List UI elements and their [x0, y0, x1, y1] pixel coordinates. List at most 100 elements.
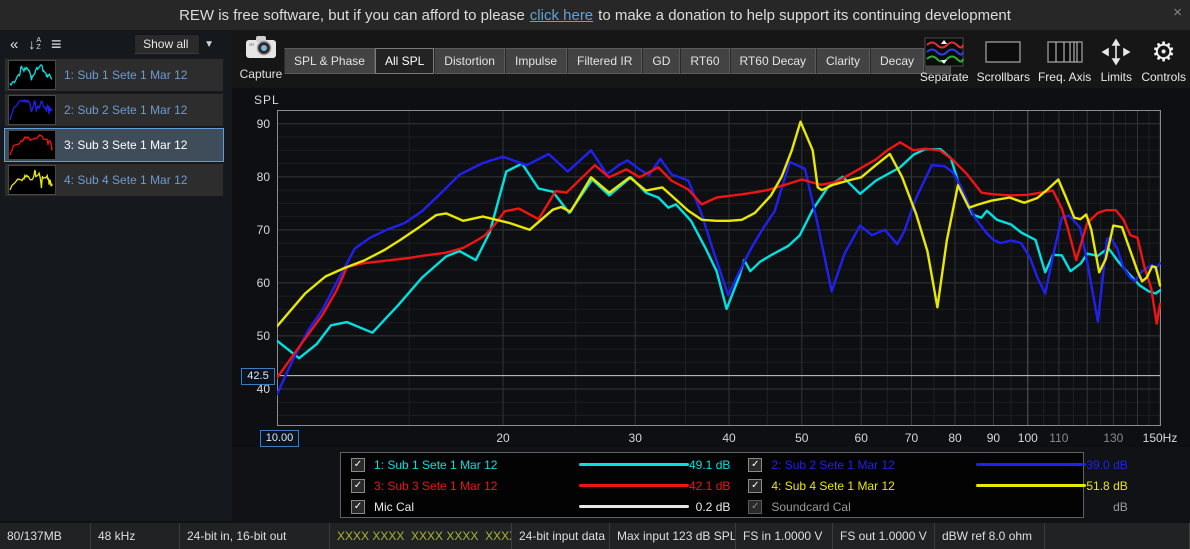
- tab-spl-phase[interactable]: SPL & Phase: [284, 48, 375, 74]
- legend-label: Soundcard Cal: [771, 499, 851, 514]
- capture-button[interactable]: Capture: [234, 34, 288, 81]
- scrollbars-icon: [984, 36, 1022, 68]
- measurement-filter: Show all ▼: [134, 34, 218, 54]
- spl-plot-svg: [277, 110, 1162, 426]
- status-segment: XXXX XXXX XXXX XXXX XXXX XXXX 0000 0000: [330, 523, 512, 549]
- graph-tools: Separate Scrollbars Freq. Axis Limits ⚙ Contr…: [920, 36, 1186, 84]
- y-tick-label: 40: [256, 381, 270, 396]
- y-tick-label: 50: [256, 328, 270, 343]
- level-cursor-value[interactable]: 42.5: [241, 367, 275, 385]
- legend-checkbox[interactable]: ✓: [748, 457, 763, 472]
- limits-arrows-icon: [1099, 36, 1133, 68]
- legend-row: ✓ 3: Sub 3 Sete 1 Mar 12 42.1 dB: [341, 478, 738, 493]
- legend-checkbox[interactable]: ✓: [351, 457, 365, 472]
- legend-checkbox[interactable]: ✓: [748, 499, 763, 514]
- menu-icon[interactable]: ≡: [51, 34, 62, 54]
- measurement-item-2[interactable]: 2: Sub 2 Sete 1 Mar 12: [4, 93, 224, 127]
- freq-axis-button[interactable]: Freq. Axis: [1038, 36, 1091, 84]
- limits-button[interactable]: Limits: [1099, 36, 1133, 84]
- y-tick-label: 80: [256, 169, 270, 184]
- legend-line-sample: [976, 484, 1087, 487]
- x-tick-label: 60: [854, 431, 868, 445]
- legend-line-sample: [579, 505, 689, 508]
- status-segment: FS in 1.0000 V: [736, 523, 833, 549]
- measurement-item-4[interactable]: 4: Sub 4 Sete 1 Mar 12: [4, 163, 224, 197]
- legend-checkbox[interactable]: ✓: [748, 478, 763, 493]
- measurement-item-1[interactable]: 1: Sub 1 Sete 1 Mar 12: [4, 58, 224, 92]
- legend-value: 51.8 dB: [1086, 478, 1128, 493]
- banner-text-after: to make a donation to help support its c…: [598, 6, 1011, 24]
- freq-axis-icon: [1046, 36, 1084, 68]
- status-bits: XXXX XXXX XXXX XXXX XXXX XXXX: [337, 529, 511, 543]
- tab-distortion[interactable]: Distortion: [434, 48, 505, 74]
- tab-gd[interactable]: GD: [642, 48, 681, 74]
- tab-all-spl[interactable]: All SPL: [374, 48, 435, 74]
- legend-checkbox[interactable]: ✓: [351, 478, 365, 493]
- status-segment: 24-bit in, 16-bit out: [180, 523, 330, 549]
- plot-area[interactable]: [277, 110, 1162, 427]
- chart-legend: ✓ 1: Sub 1 Sete 1 Mar 12 49.1 dB ✓ 2: Sub 2 …: [340, 452, 1128, 518]
- legend-row: ✓ 4: Sub 4 Sete 1 Mar 12 51.8 dB: [738, 478, 1135, 493]
- scrollbars-button[interactable]: Scrollbars: [977, 36, 1030, 84]
- tool-label: Controls: [1141, 70, 1186, 84]
- legend-value: 49.1 dB: [689, 457, 731, 472]
- legend-row: ✓ Mic Cal 0.2 dB: [341, 499, 738, 514]
- filter-select[interactable]: Show all: [134, 34, 201, 54]
- tab-impulse[interactable]: Impulse: [504, 48, 568, 74]
- banner-close-icon[interactable]: ×: [1173, 4, 1182, 21]
- status-segment: 48 kHz: [91, 523, 180, 549]
- x-tick-label: 80: [948, 431, 962, 445]
- measurement-thumbnail: [8, 130, 56, 160]
- status-segment: FS out 1.0000 V: [833, 523, 935, 549]
- status-segment: [1045, 523, 1190, 549]
- measurement-list: 1: Sub 1 Sete 1 Mar 12 2: Sub 2 Sete 1 Ma…: [4, 58, 224, 198]
- tab-rt60[interactable]: RT60: [680, 48, 730, 74]
- x-tick-label: 110: [1049, 431, 1069, 445]
- legend-checkbox[interactable]: ✓: [351, 499, 365, 514]
- x-tick-label: 90: [986, 431, 1001, 445]
- y-axis-title: SPL: [254, 93, 280, 107]
- sort-arrow: ↓: [28, 36, 36, 52]
- measurement-label: 2: Sub 2 Sete 1 Mar 12: [64, 103, 188, 117]
- donation-link[interactable]: click here: [529, 6, 594, 24]
- legend-line-sample: [579, 484, 689, 487]
- collapse-panel-icon[interactable]: «: [10, 35, 19, 53]
- tool-label: Scrollbars: [976, 70, 1030, 84]
- x-tick-label: 130: [1103, 431, 1124, 445]
- legend-row: ✓ 1: Sub 1 Sete 1 Mar 12 49.1 dB: [341, 457, 738, 472]
- gear-icon: ⚙: [1151, 37, 1176, 67]
- legend-label: 4: Sub 4 Sete 1 Mar 12: [771, 478, 895, 493]
- freq-cursor-value[interactable]: 10.00: [260, 430, 299, 447]
- legend-label: 3: Sub 3 Sete 1 Mar 12: [374, 478, 498, 493]
- measurement-label: 4: Sub 4 Sete 1 Mar 12: [64, 173, 188, 187]
- legend-value: 0.2 dB: [695, 499, 731, 514]
- separate-button[interactable]: Separate: [920, 36, 969, 84]
- tab-filtered-ir[interactable]: Filtered IR: [567, 48, 643, 74]
- tool-label: Freq. Axis: [1037, 70, 1092, 84]
- status-segment: 80/137MB: [0, 523, 91, 549]
- controls-button[interactable]: ⚙ Controls: [1141, 36, 1186, 84]
- x-tick-label: 50: [795, 431, 809, 445]
- y-tick-label: 90: [256, 116, 270, 131]
- tab-rt60-decay[interactable]: RT60 Decay: [729, 48, 816, 74]
- tab-decay[interactable]: Decay: [870, 48, 925, 74]
- spl-chart: SPL 40 50 60 70 80 90 20 30 40 50 60 70 80 90 100 110 13…: [232, 88, 1190, 447]
- tab-clarity[interactable]: Clarity: [816, 48, 871, 74]
- status-segment: 24-bit input data: [512, 523, 610, 549]
- y-tick-label: 60: [256, 275, 270, 290]
- measurement-item-3[interactable]: 3: Sub 3 Sete 1 Mar 12: [4, 128, 224, 162]
- legend-value: 42.1 dB: [689, 478, 731, 493]
- x-tick-label: 100: [1017, 431, 1038, 445]
- status-segment: Max input 123 dB SPL: [610, 523, 736, 549]
- status-bar: 80/137MB 48 kHz 24-bit in, 16-bit out XXXX …: [0, 522, 1190, 549]
- filter-dropdown-icon[interactable]: ▼: [204, 38, 214, 50]
- measurement-label: 1: Sub 1 Sete 1 Mar 12: [64, 68, 188, 82]
- tool-label: Limits: [1100, 70, 1132, 84]
- legend-line-sample: [976, 505, 1086, 508]
- status-segment: dBW ref 8.0 ohm: [935, 523, 1045, 549]
